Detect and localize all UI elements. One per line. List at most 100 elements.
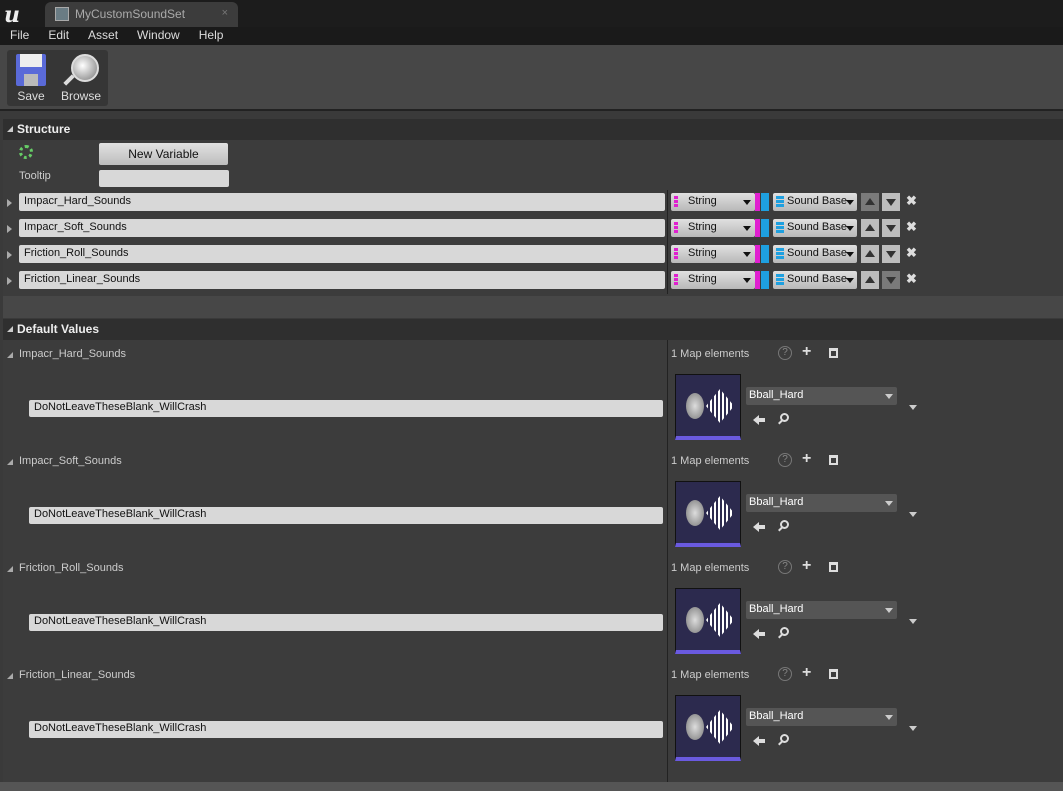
sound-thumbnail[interactable] bbox=[675, 695, 741, 761]
toolbar: Save Browse bbox=[0, 45, 1063, 111]
asset-picker-dropdown[interactable]: Bball_Hard bbox=[746, 387, 897, 405]
map-key-input[interactable]: DoNotLeaveTheseBlank_WillCrash bbox=[29, 721, 663, 738]
delete-icon[interactable]: ✖ bbox=[906, 219, 917, 234]
use-selected-arrow-icon[interactable] bbox=[753, 736, 765, 746]
default-values-header[interactable]: Default Values bbox=[3, 319, 1063, 340]
add-icon[interactable]: + bbox=[802, 343, 812, 360]
arrow-down-icon bbox=[886, 225, 896, 232]
waveform-icon bbox=[706, 710, 734, 744]
map-key-input[interactable]: DoNotLeaveTheseBlank_WillCrash bbox=[29, 400, 663, 417]
expand-icon[interactable] bbox=[7, 251, 12, 259]
map-key-input[interactable]: DoNotLeaveTheseBlank_WillCrash bbox=[29, 507, 663, 524]
value-type: Sound Base bbox=[787, 247, 847, 259]
delete-icon[interactable]: ✖ bbox=[906, 193, 917, 208]
move-down-button[interactable] bbox=[882, 219, 900, 237]
key-type-dropdown[interactable]: String bbox=[671, 219, 755, 237]
move-down-button[interactable] bbox=[882, 193, 900, 211]
group-name[interactable]: Friction_Linear_Sounds bbox=[6, 669, 136, 681]
arrow-down-icon bbox=[886, 277, 896, 284]
arrow-up-icon bbox=[865, 250, 875, 257]
add-icon[interactable]: + bbox=[802, 664, 812, 681]
tab-asset[interactable]: MyCustomSoundSet × bbox=[45, 2, 238, 27]
use-selected-arrow-icon[interactable] bbox=[753, 415, 765, 425]
move-up-button[interactable] bbox=[861, 245, 879, 263]
help-icon[interactable]: ? bbox=[778, 346, 792, 360]
menu-file[interactable]: File bbox=[10, 28, 30, 42]
move-down-button[interactable] bbox=[882, 245, 900, 263]
chevron-down-icon bbox=[743, 200, 751, 205]
browse-search-icon[interactable] bbox=[780, 520, 789, 529]
value-type-dropdown[interactable]: Sound Base bbox=[773, 245, 857, 263]
close-icon[interactable]: × bbox=[221, 7, 228, 19]
chevron-down-icon[interactable] bbox=[909, 726, 917, 731]
value-type-dropdown[interactable]: Sound Base bbox=[773, 271, 857, 289]
sound-thumbnail[interactable] bbox=[675, 588, 741, 654]
key-type-dropdown[interactable]: String bbox=[671, 271, 755, 289]
move-up-button[interactable] bbox=[861, 193, 879, 211]
tooltip-input[interactable] bbox=[99, 170, 229, 187]
expand-icon[interactable] bbox=[7, 199, 12, 207]
trash-icon[interactable] bbox=[829, 348, 838, 358]
trash-icon[interactable] bbox=[829, 455, 838, 465]
move-up-button[interactable] bbox=[861, 271, 879, 289]
key-type-dropdown[interactable]: String bbox=[671, 193, 755, 211]
save-button[interactable]: Save bbox=[7, 50, 55, 106]
value-type-dropdown[interactable]: Sound Base bbox=[773, 219, 857, 237]
asset-name: Bball_Hard bbox=[749, 710, 804, 722]
menu-asset[interactable]: Asset bbox=[88, 28, 119, 42]
asset-picker-dropdown[interactable]: Bball_Hard bbox=[746, 601, 897, 619]
move-up-button[interactable] bbox=[861, 219, 879, 237]
asset-picker-dropdown[interactable]: Bball_Hard bbox=[746, 494, 897, 512]
speaker-icon bbox=[686, 393, 704, 419]
key-type-dropdown[interactable]: String bbox=[671, 245, 755, 263]
group-name[interactable]: Impacr_Soft_Sounds bbox=[7, 455, 122, 467]
browse-search-icon[interactable] bbox=[780, 627, 789, 636]
help-icon[interactable]: ? bbox=[778, 560, 792, 574]
variable-name-input[interactable]: Friction_Linear_Sounds bbox=[19, 271, 665, 289]
expand-icon[interactable] bbox=[7, 277, 12, 285]
variable-name-input[interactable]: Impacr_Soft_Sounds bbox=[19, 219, 665, 237]
chevron-down-icon[interactable] bbox=[909, 619, 917, 624]
pin-icon bbox=[776, 274, 784, 286]
browse-search-icon[interactable] bbox=[780, 413, 789, 422]
asset-picker-dropdown[interactable]: Bball_Hard bbox=[746, 708, 897, 726]
new-variable-button[interactable]: New Variable bbox=[99, 143, 228, 165]
add-icon[interactable]: + bbox=[802, 557, 812, 574]
variable-row: Friction_Linear_Sounds String Sound Base… bbox=[3, 268, 1063, 294]
delete-icon[interactable]: ✖ bbox=[906, 245, 917, 260]
move-down-button[interactable] bbox=[882, 271, 900, 289]
chevron-down-icon[interactable] bbox=[909, 405, 917, 410]
expand-icon[interactable] bbox=[7, 225, 12, 233]
sound-thumbnail[interactable] bbox=[675, 481, 741, 547]
delete-icon[interactable]: ✖ bbox=[906, 271, 917, 286]
trash-icon[interactable] bbox=[829, 562, 838, 572]
help-icon[interactable]: ? bbox=[778, 453, 792, 467]
add-icon[interactable]: + bbox=[802, 450, 812, 467]
group-name[interactable]: Impacr_Hard_Sounds bbox=[6, 348, 127, 360]
structure-header[interactable]: Structure bbox=[3, 119, 1063, 140]
unreal-logo-icon: u bbox=[4, 2, 20, 28]
chevron-down-icon bbox=[846, 278, 854, 283]
variable-name-input[interactable]: Friction_Roll_Sounds bbox=[19, 245, 665, 263]
chevron-down-icon bbox=[885, 394, 893, 399]
group-name[interactable]: Friction_Roll_Sounds bbox=[7, 562, 124, 574]
save-icon bbox=[16, 54, 46, 86]
menu-edit[interactable]: Edit bbox=[48, 28, 70, 42]
trash-icon[interactable] bbox=[829, 669, 838, 679]
browse-search-icon[interactable] bbox=[780, 734, 789, 743]
chevron-down-icon[interactable] bbox=[909, 512, 917, 517]
menu-window[interactable]: Window bbox=[137, 28, 180, 42]
tab-bar: u MyCustomSoundSet × bbox=[0, 0, 1063, 28]
browse-button[interactable]: Browse bbox=[57, 50, 105, 106]
default-value-group: Friction_Roll_Sounds DoNotLeaveTheseBlan… bbox=[3, 557, 1063, 666]
variable-name-input[interactable]: Impacr_Hard_Sounds bbox=[19, 193, 665, 211]
pin-icon bbox=[776, 222, 784, 234]
use-selected-arrow-icon[interactable] bbox=[753, 629, 765, 639]
help-icon[interactable]: ? bbox=[778, 667, 792, 681]
use-selected-arrow-icon[interactable] bbox=[753, 522, 765, 532]
map-key-input[interactable]: DoNotLeaveTheseBlank_WillCrash bbox=[29, 614, 663, 631]
menu-help[interactable]: Help bbox=[198, 28, 224, 42]
sound-thumbnail[interactable] bbox=[675, 374, 741, 440]
value-type-dropdown[interactable]: Sound Base bbox=[773, 193, 857, 211]
variable-row: Friction_Roll_Sounds String Sound Base ✖ bbox=[3, 242, 1063, 268]
